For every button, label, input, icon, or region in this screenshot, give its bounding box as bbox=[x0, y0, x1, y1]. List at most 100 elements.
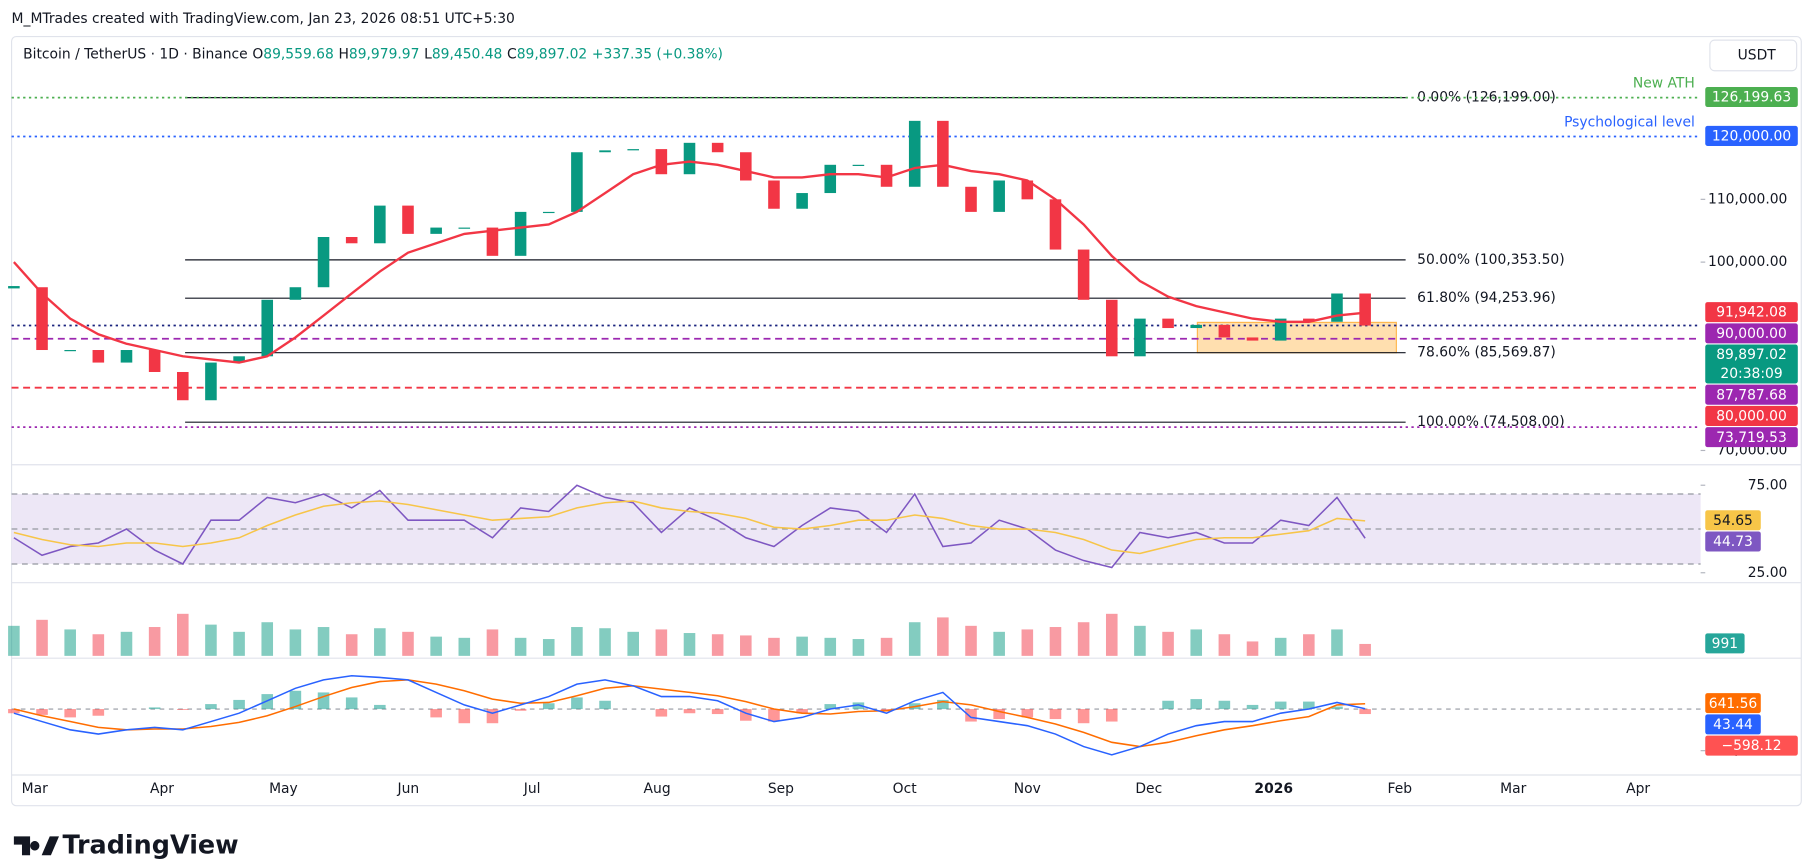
volume-bar bbox=[937, 617, 949, 656]
candle bbox=[486, 227, 499, 256]
candle bbox=[711, 142, 724, 153]
volume-bar bbox=[1021, 629, 1034, 656]
candle bbox=[1274, 318, 1287, 341]
ohlc-value: 89,559.68 bbox=[263, 46, 334, 62]
volume-bar bbox=[1077, 622, 1090, 656]
candle bbox=[627, 149, 639, 151]
histogram-bar bbox=[289, 690, 302, 710]
candle bbox=[740, 152, 752, 181]
histogram-bar bbox=[824, 704, 837, 710]
volume-bar bbox=[993, 631, 1005, 656]
volume-bar bbox=[908, 622, 921, 656]
candle bbox=[852, 164, 865, 166]
volume-bar bbox=[683, 633, 696, 656]
candle bbox=[8, 286, 20, 289]
histogram-bar bbox=[1246, 704, 1259, 710]
candle bbox=[1105, 299, 1118, 357]
histogram-bar bbox=[796, 709, 808, 714]
histogram-bar bbox=[345, 697, 358, 710]
ohlc-key: H bbox=[338, 46, 348, 62]
histogram-bar bbox=[655, 709, 668, 717]
volume-bar bbox=[1218, 634, 1231, 656]
price-label-box bbox=[1705, 405, 1798, 426]
ohlc-key: O bbox=[252, 46, 263, 62]
price-label-box bbox=[1705, 693, 1761, 714]
histogram-bar bbox=[683, 709, 696, 714]
ohlc-value: 89,450.48 bbox=[432, 46, 503, 62]
volume-bar bbox=[1162, 631, 1174, 656]
candle bbox=[36, 287, 48, 351]
chart-frame bbox=[10, 35, 1802, 807]
volume-bar bbox=[177, 613, 189, 656]
volume-bar bbox=[768, 637, 780, 656]
candle bbox=[1246, 337, 1259, 341]
volume-bar bbox=[261, 622, 274, 656]
histogram-bar bbox=[1359, 709, 1371, 715]
currency-button[interactable] bbox=[1709, 39, 1798, 72]
level-note: Psychological level bbox=[1564, 114, 1695, 130]
fib-label: 50.00% (100,353.50) bbox=[1417, 252, 1564, 268]
symbol: Bitcoin / TetherUS · 1D · Binance bbox=[23, 46, 248, 62]
volume-bar bbox=[1190, 629, 1203, 656]
volume-bar bbox=[599, 628, 611, 656]
fib-label: 61.80% (94,253.96) bbox=[1417, 290, 1556, 306]
price-label-box bbox=[1705, 302, 1798, 323]
brand: TradingView bbox=[62, 830, 238, 860]
x-tick-label: Mar bbox=[1500, 781, 1526, 797]
volume-bar bbox=[1331, 629, 1343, 656]
volume-bar bbox=[711, 634, 724, 656]
histogram-bar bbox=[1274, 701, 1287, 710]
volume-bar bbox=[374, 628, 386, 656]
candle bbox=[1021, 180, 1034, 200]
histogram-bar bbox=[8, 709, 20, 714]
candle bbox=[655, 149, 668, 175]
candle bbox=[402, 205, 414, 234]
price-label: 73,719.53 bbox=[1716, 430, 1787, 446]
volume-bar bbox=[317, 627, 330, 656]
price-label: 120,000.00 bbox=[1712, 128, 1791, 144]
volume-bar bbox=[1246, 641, 1259, 656]
candle bbox=[1049, 199, 1062, 250]
candle bbox=[908, 120, 921, 187]
currency[interactable]: USDT bbox=[1738, 47, 1777, 63]
volume-bar bbox=[64, 629, 76, 656]
x-tick-label: Sep bbox=[768, 781, 794, 797]
volume-bar bbox=[740, 635, 752, 656]
volume-bar bbox=[1274, 637, 1287, 656]
volume-bar bbox=[289, 629, 302, 656]
histogram-bar bbox=[740, 709, 752, 721]
price-label: −598.12 bbox=[1721, 738, 1781, 754]
moving-average bbox=[13, 160, 1366, 364]
volume-bar bbox=[1359, 643, 1371, 656]
histogram-bar bbox=[1218, 700, 1231, 710]
histogram-bar bbox=[92, 709, 105, 716]
price-label: 44.73 bbox=[1713, 534, 1753, 550]
volume-bar bbox=[92, 634, 105, 656]
candle bbox=[148, 350, 161, 372]
candle bbox=[796, 193, 808, 209]
volume-bar bbox=[824, 637, 837, 656]
volume-bar bbox=[571, 627, 583, 656]
candle bbox=[599, 150, 611, 153]
candle bbox=[233, 356, 245, 363]
candle bbox=[374, 205, 386, 244]
candle bbox=[514, 211, 527, 256]
volume-bar bbox=[402, 631, 414, 656]
candle bbox=[1331, 293, 1343, 322]
volume-bar bbox=[233, 631, 245, 656]
price-label: 87,787.68 bbox=[1716, 387, 1787, 403]
histogram-bar bbox=[1077, 709, 1090, 724]
histogram-bar bbox=[1331, 706, 1343, 710]
candle bbox=[261, 299, 274, 357]
volume-bar bbox=[796, 636, 808, 656]
histogram-bar bbox=[374, 704, 386, 710]
candle bbox=[64, 350, 76, 352]
histogram-bar bbox=[768, 709, 780, 722]
price-label-box bbox=[1705, 735, 1798, 756]
histogram-bar bbox=[965, 709, 977, 722]
volume-bar bbox=[458, 637, 471, 656]
histogram-bar bbox=[177, 709, 189, 710]
attribution: M_MTrades created with TradingView.com, … bbox=[12, 11, 515, 27]
candle bbox=[1359, 293, 1371, 326]
volume-bar bbox=[205, 624, 217, 656]
